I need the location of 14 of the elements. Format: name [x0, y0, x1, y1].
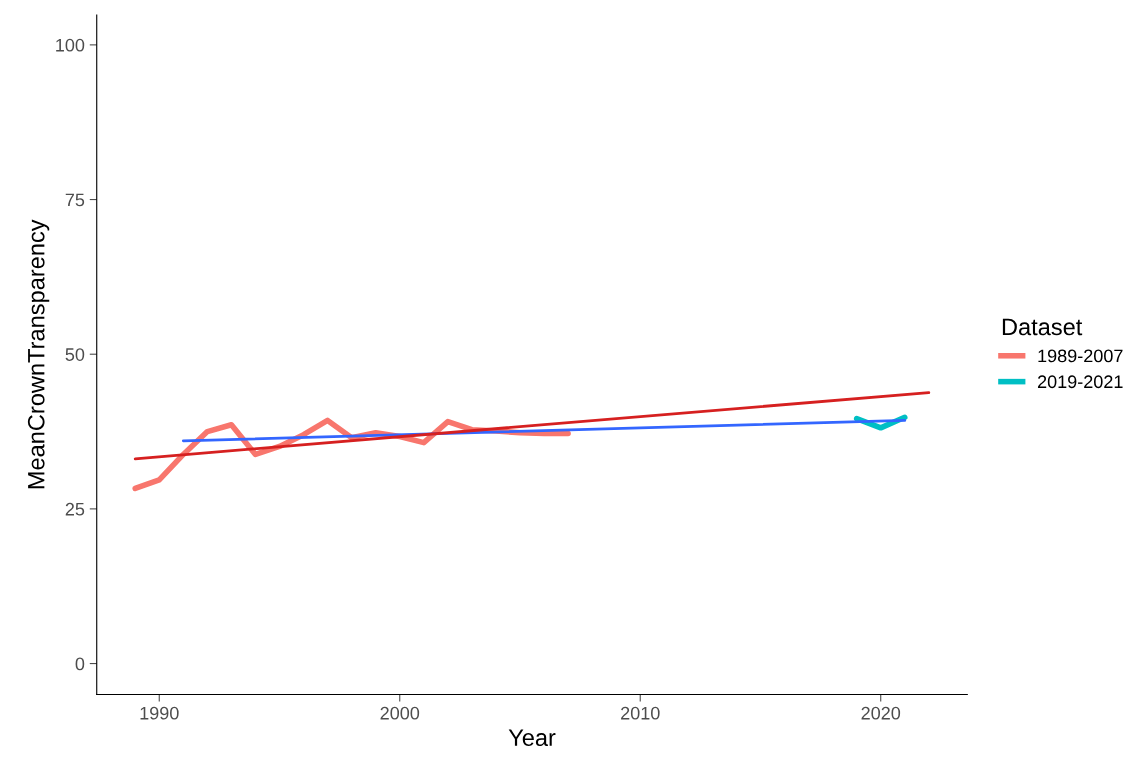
- x-tick-label: 2000: [380, 706, 420, 720]
- x-tick-label: 2010: [621, 706, 660, 720]
- y-tick-label: 75: [65, 193, 85, 207]
- y-tick-label: 25: [65, 502, 85, 516]
- y-tick-label: 50: [65, 348, 85, 361]
- x-tick-label: 2020: [861, 706, 901, 720]
- x-axis-title: Year: [508, 729, 556, 747]
- y-axis-title: MeanCrownTransparency: [27, 219, 50, 489]
- y-tick-label: 0: [75, 657, 85, 671]
- legend-title: Dataset: [1002, 318, 1083, 336]
- legend-label: 2019-2021: [1037, 375, 1123, 389]
- legend-label: 1989-2007: [1038, 349, 1123, 363]
- x-tick-label: 1990: [140, 706, 179, 720]
- y-tick-label: 100: [56, 38, 85, 52]
